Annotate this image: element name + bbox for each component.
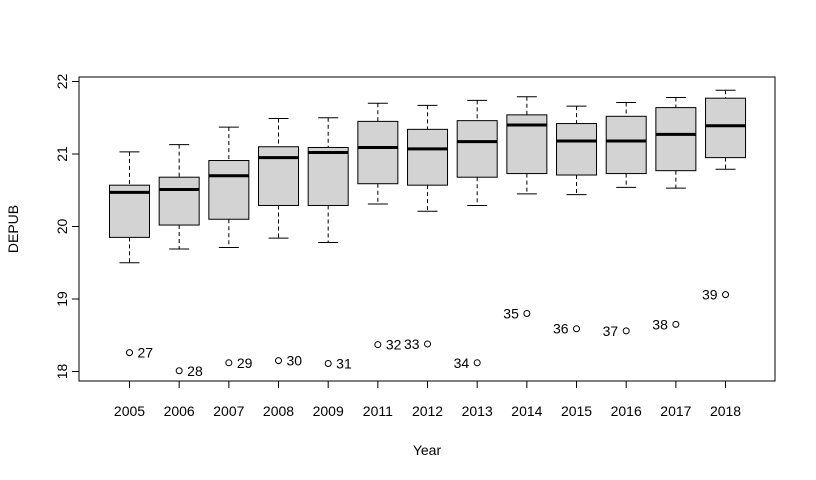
x-tick-label-2007: 2007 — [213, 403, 244, 419]
iqr-box-2018 — [705, 97, 747, 159]
outlier-label-38: 38 — [652, 316, 668, 332]
box-2006 — [158, 144, 200, 250]
x-tick-label-2017: 2017 — [660, 403, 691, 419]
outlier-label-39: 39 — [702, 287, 718, 303]
y-tick-label-18: 18 — [54, 364, 70, 380]
outlier-point-34 — [473, 359, 481, 367]
outlier-label-30: 30 — [287, 353, 303, 369]
x-axis: 2005 2006 2007 2008 2009 2011 2012 2013 2014 2015… — [114, 380, 741, 419]
outlier-point-39 — [722, 291, 730, 299]
box-2016 — [605, 102, 647, 188]
outlier-label-34: 34 — [454, 355, 470, 371]
outlier-point-27 — [126, 349, 133, 357]
y-tick-label-19: 19 — [54, 291, 70, 307]
outlier-point-38 — [672, 320, 680, 328]
x-tick-label-2012: 2012 — [412, 403, 443, 419]
outlier-point-28 — [175, 367, 183, 375]
outlier-label-33: 33 — [404, 336, 420, 352]
outlier-point-29 — [225, 359, 233, 367]
iqr-box-2011 — [357, 120, 399, 185]
outlier-point-36 — [573, 325, 581, 333]
x-tick-label-2006: 2006 — [164, 403, 195, 419]
outlier-label-36: 36 — [553, 321, 569, 337]
outlier-label-37: 37 — [603, 323, 619, 339]
x-tick-label-2005: 2005 — [114, 403, 145, 419]
box-2015 — [556, 105, 598, 196]
outlier-point-30 — [275, 357, 283, 365]
x-tick-label-2016: 2016 — [611, 403, 642, 419]
iqr-box-2009 — [307, 146, 349, 206]
outlier-label-29: 29 — [237, 355, 253, 371]
boxes-layer — [109, 89, 747, 264]
box-2012 — [407, 104, 449, 212]
outlier-label-35: 35 — [503, 306, 519, 322]
box-2005 — [109, 151, 150, 264]
outlier-point-37 — [622, 327, 630, 335]
x-axis-label: Year — [413, 442, 442, 458]
iqr-box-2013 — [456, 120, 498, 178]
box-2013 — [456, 99, 498, 206]
x-tick-label-2011: 2011 — [363, 403, 393, 419]
iqr-box-2006 — [158, 176, 200, 226]
x-tick-label-2013: 2013 — [462, 403, 493, 419]
y-tick-label-20: 20 — [54, 219, 70, 235]
iqr-box-2017 — [655, 107, 697, 172]
x-tick-label-2014: 2014 — [511, 403, 542, 419]
outlier-label-31: 31 — [336, 356, 352, 372]
box-2014 — [506, 96, 548, 195]
outliers-layer: 27 28 29 30 31 32 33 34 35 36 37 38 39 — [126, 287, 730, 379]
iqr-box-2008 — [258, 146, 300, 206]
outlier-label-32: 32 — [386, 337, 402, 353]
iqr-box-2007 — [208, 160, 250, 220]
x-tick-label-2009: 2009 — [313, 403, 344, 419]
y-axis: 18 19 20 21 22 — [54, 74, 80, 380]
outlier-point-31 — [324, 360, 332, 368]
x-tick-label-2015: 2015 — [561, 403, 592, 419]
outlier-label-28: 28 — [187, 363, 203, 379]
outlier-point-32 — [374, 341, 382, 349]
outlier-point-33 — [424, 340, 432, 348]
y-tick-label-22: 22 — [54, 74, 70, 90]
box-2018 — [705, 89, 747, 170]
x-tick-label-2018: 2018 — [710, 403, 741, 419]
x-tick-label-2008: 2008 — [263, 403, 294, 419]
box-2007 — [208, 126, 250, 249]
outlier-label-27: 27 — [138, 345, 154, 361]
iqr-box-2016 — [605, 115, 647, 175]
iqr-box-2015 — [556, 123, 598, 176]
box-2011 — [357, 102, 399, 205]
y-tick-label-21: 21 — [54, 146, 70, 162]
y-axis-label: DEPUB — [5, 205, 21, 253]
outlier-point-35 — [523, 310, 531, 317]
box-2009 — [307, 117, 349, 243]
box-2017 — [655, 96, 697, 189]
box-2008 — [258, 117, 300, 239]
iqr-box-2012 — [407, 128, 449, 186]
